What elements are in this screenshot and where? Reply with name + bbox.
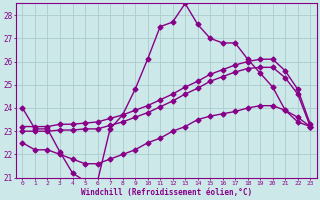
X-axis label: Windchill (Refroidissement éolien,°C): Windchill (Refroidissement éolien,°C) xyxy=(81,188,252,197)
